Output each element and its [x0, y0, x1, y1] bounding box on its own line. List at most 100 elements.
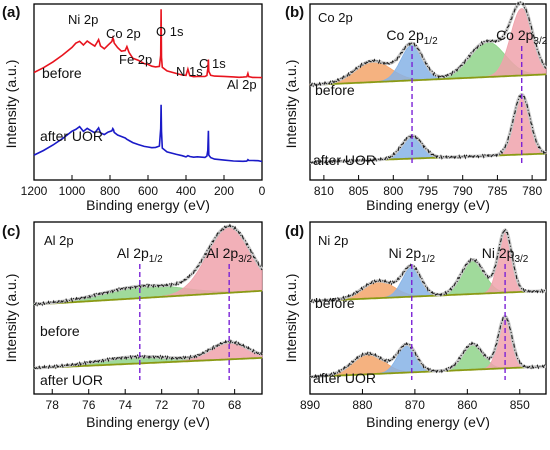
panel-c-letter: (c): [2, 223, 20, 240]
x-tick-label: 72: [155, 398, 169, 412]
panel-c-label-before: before: [40, 323, 80, 339]
measured-data: [33, 223, 263, 307]
panel-b-letter: (b): [285, 4, 304, 21]
peak-label: Ni 2p1/2: [388, 245, 435, 265]
x-tick-label: 790: [453, 184, 473, 198]
peak-label-main: Co 2p: [386, 27, 424, 43]
peak-label: Al 2p3/2: [206, 245, 252, 265]
panel-b-peak-labels: Co 2p1/2 Co 2p3/2: [386, 27, 547, 47]
peak-label-sub: 1/2: [149, 254, 163, 265]
panel-a-xlabel: Binding energy (eV): [86, 197, 210, 213]
panel-a-annot-c1s: C 1s: [199, 56, 226, 71]
panel-d-letter: (d): [285, 223, 304, 240]
x-tick-label: 795: [418, 184, 438, 198]
panel-d-ylabel: Intensity (a.u.): [283, 274, 299, 363]
background-line: [310, 365, 546, 378]
x-tick-label: 880: [352, 398, 372, 412]
measured-data: [309, 92, 547, 165]
panel-b-title: Co 2p: [318, 10, 353, 25]
peak-label-sub: 1/2: [424, 36, 438, 47]
peak-label-main: Al 2p: [117, 245, 149, 261]
x-tick-label: 68: [228, 398, 242, 412]
panel-a-plot: [33, 9, 263, 163]
x-tick-label: 1000: [59, 184, 86, 198]
peak-label-sub: 3/2: [533, 36, 547, 47]
panel-a-label-after: after UOR: [40, 128, 103, 144]
x-tick-label: 0: [259, 184, 266, 198]
panel-c-xticks: 78 76 74 72 70 68: [46, 389, 242, 412]
x-tick-label: 860: [457, 398, 477, 412]
x-tick-label: 1200: [21, 184, 48, 198]
measured-data: [309, 315, 547, 380]
measured-data: [309, 227, 546, 304]
panel-d-title: Ni 2p: [318, 233, 348, 248]
panel-d-xlabel: Binding energy (eV): [366, 414, 490, 430]
peak-label: Co 2p3/2: [496, 27, 548, 47]
x-tick-label: 850: [510, 398, 530, 412]
x-tick-label: 805: [349, 184, 369, 198]
peak-label-sub: 1/2: [421, 254, 435, 265]
panel-b-xticks: 810 805 800 795 790 785 780: [314, 175, 542, 198]
background-line: [34, 357, 262, 370]
x-tick-label: 890: [300, 398, 320, 412]
panel-a-annot-n1s: N 1s: [176, 64, 203, 79]
panel-b: (b) Intensity (a.u.) 810 805 800 795 790 785 7…: [283, 1, 548, 213]
panel-c-title: Al 2p: [44, 233, 74, 248]
panel-a-annot-al2p: Al 2p: [227, 77, 257, 92]
panel-b-xlabel: Binding energy (eV): [366, 197, 490, 213]
panel-c-plot: [33, 223, 264, 380]
x-tick-label: 76: [82, 398, 96, 412]
measured-data: [33, 339, 263, 371]
panel-d-label-before: before: [315, 295, 355, 311]
panel-a-annot-fe2p: Fe 2p: [119, 52, 152, 67]
panel-a-ylabel: Intensity (a.u.): [3, 60, 19, 149]
peak-label: Al 2p1/2: [117, 245, 163, 265]
panel-a-label-before: before: [42, 65, 82, 81]
x-tick-label: 78: [46, 398, 60, 412]
x-tick-label: 800: [383, 184, 403, 198]
panel-a-letter: (a): [2, 4, 20, 21]
x-tick-label: 400: [176, 184, 196, 198]
peak-label-main: Ni 2p: [388, 245, 421, 261]
panel-d-label-after: after UOR: [313, 370, 376, 386]
peak-label-main: Al 2p: [206, 245, 238, 261]
peak-label-sub: 3/2: [238, 254, 252, 265]
panel-d-peak-labels: Ni 2p1/2 Ni 2p3/2: [388, 245, 528, 265]
peak-label: Co 2p1/2: [386, 27, 438, 47]
x-tick-label: 600: [138, 184, 158, 198]
x-tick-label: 870: [405, 398, 425, 412]
x-tick-label: 800: [100, 184, 120, 198]
panel-c-xlabel: Binding energy (eV): [86, 414, 210, 430]
panel-b-label-before: before: [315, 82, 355, 98]
survey-line-after-uor: [33, 104, 263, 163]
x-tick-label: 810: [314, 184, 334, 198]
panel-c-label-after: after UOR: [40, 372, 103, 388]
panel-c-peak-labels: Al 2p1/2 Al 2p3/2: [117, 245, 253, 265]
background-line: [33, 289, 263, 306]
x-tick-label: 70: [191, 398, 205, 412]
panel-a-xticks: 1200 1000 800 600 400 200 0: [21, 175, 266, 198]
x-tick-label: 780: [522, 184, 542, 198]
measured-data: [309, 1, 547, 88]
peak-label-main: Co 2p: [496, 27, 534, 43]
panel-d-plot: [309, 227, 547, 380]
peak-label: Ni 2p3/2: [482, 245, 529, 265]
panel-b-label-after: after UOR: [313, 152, 376, 168]
panel-a-frame: [33, 3, 263, 181]
panel-b-ylabel: Intensity (a.u.): [283, 60, 299, 149]
x-tick-label: 200: [214, 184, 234, 198]
panel-c-frame: [33, 221, 263, 395]
panel-c: (c) Intensity (a.u.) 78 76 74 72 70 68 Bindin…: [2, 221, 264, 430]
panel-b-plot: [309, 1, 548, 166]
panel-a: (a) Intensity (a.u.) 1200 1000 800 600 400 20…: [2, 3, 266, 213]
panel-d-xticks: 890 880 870 860 850: [300, 389, 530, 412]
peak-label-main: Ni 2p: [482, 245, 515, 261]
survey-line-before: [33, 9, 263, 79]
panel-a-annot-co2p: Co 2p: [106, 26, 141, 41]
panel-a-annot-o1s: O 1s: [156, 24, 184, 39]
x-tick-label: 785: [487, 184, 507, 198]
panel-d: (d) Intensity (a.u.) 890 880 870 860 850 Bin…: [283, 221, 547, 430]
background-line: [309, 73, 546, 86]
x-tick-label: 74: [119, 398, 133, 412]
panel-c-ylabel: Intensity (a.u.): [3, 274, 19, 363]
